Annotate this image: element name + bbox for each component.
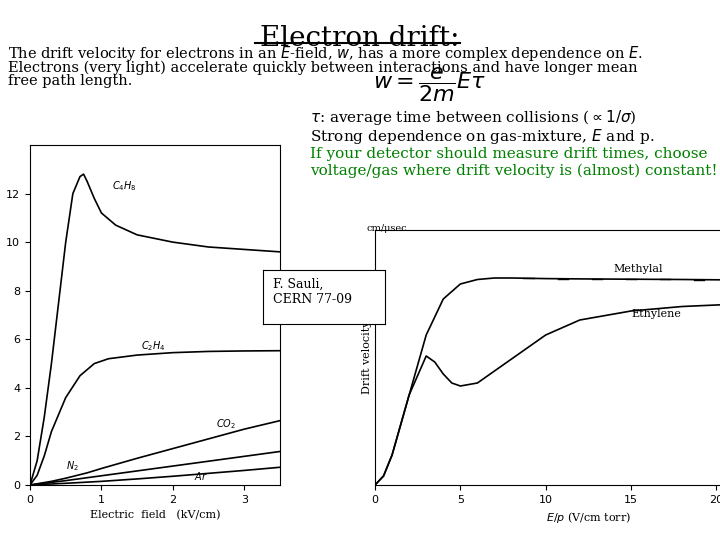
Y-axis label: Drift velocity: Drift velocity xyxy=(362,321,372,394)
Text: free path length.: free path length. xyxy=(8,74,132,88)
Text: Strong dependence on gas-mixture, $E$ and p.: Strong dependence on gas-mixture, $E$ an… xyxy=(310,127,654,146)
X-axis label: $E/p$ (V/cm torr): $E/p$ (V/cm torr) xyxy=(546,510,631,525)
Text: Electron drift:: Electron drift: xyxy=(260,25,460,52)
Text: $w = \dfrac{e}{2m} E\tau$: $w = \dfrac{e}{2m} E\tau$ xyxy=(374,65,487,104)
Text: F. Sauli,
CERN 77-09: F. Sauli, CERN 77-09 xyxy=(273,278,351,306)
Text: The drift velocity for electrons in an $E$-field, $w$, has a more complex depend: The drift velocity for electrons in an $… xyxy=(8,44,643,63)
Text: cm/μsec: cm/μsec xyxy=(366,224,407,233)
Text: $N_2$: $N_2$ xyxy=(66,459,78,473)
Text: $C_4H_8$: $C_4H_8$ xyxy=(112,179,137,193)
Text: Methylal: Methylal xyxy=(614,264,663,274)
Text: $C_2H_4$: $C_2H_4$ xyxy=(140,339,166,353)
Text: voltage/gas where drift velocity is (almost) constant!: voltage/gas where drift velocity is (alm… xyxy=(310,164,718,178)
Text: $\tau$: average time between collisions ($\propto 1/\sigma$): $\tau$: average time between collisions … xyxy=(310,108,636,127)
Text: Ethylene: Ethylene xyxy=(631,309,681,319)
Text: If your detector should measure drift times, choose: If your detector should measure drift ti… xyxy=(310,147,708,161)
Text: $CO_2$: $CO_2$ xyxy=(216,417,235,430)
Text: $Ar$: $Ar$ xyxy=(194,470,208,482)
X-axis label: Electric  field   (kV/cm): Electric field (kV/cm) xyxy=(90,510,220,521)
Text: Electrons (very light) accelerate quickly between interactions and have longer m: Electrons (very light) accelerate quickl… xyxy=(8,61,638,76)
